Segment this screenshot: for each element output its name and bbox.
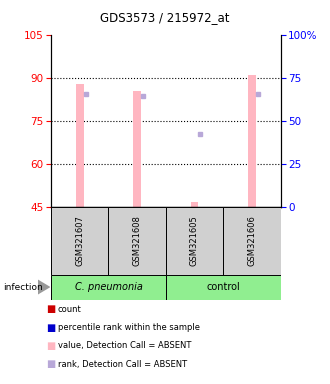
Bar <box>76 84 83 207</box>
Text: GSM321606: GSM321606 <box>247 215 256 266</box>
Text: GSM321607: GSM321607 <box>75 215 84 266</box>
Bar <box>223 207 280 275</box>
Text: ■: ■ <box>47 359 56 369</box>
Bar <box>51 275 166 300</box>
Bar <box>109 207 166 275</box>
Bar <box>166 207 223 275</box>
Bar <box>166 275 280 300</box>
Bar <box>51 207 109 275</box>
Text: C. pneumonia: C. pneumonia <box>75 282 143 292</box>
Bar <box>191 202 198 207</box>
Polygon shape <box>38 280 50 295</box>
Text: ■: ■ <box>47 304 56 314</box>
Text: GDS3573 / 215972_at: GDS3573 / 215972_at <box>100 11 230 24</box>
Bar <box>133 91 141 207</box>
Text: count: count <box>58 305 82 314</box>
Text: rank, Detection Call = ABSENT: rank, Detection Call = ABSENT <box>58 360 187 369</box>
Text: percentile rank within the sample: percentile rank within the sample <box>58 323 200 332</box>
Text: ■: ■ <box>47 323 56 333</box>
Text: GSM321608: GSM321608 <box>133 215 142 266</box>
Text: value, Detection Call = ABSENT: value, Detection Call = ABSENT <box>58 341 191 351</box>
Text: GSM321605: GSM321605 <box>190 215 199 266</box>
Text: control: control <box>206 282 240 292</box>
Text: infection: infection <box>3 283 43 291</box>
Bar <box>248 75 255 207</box>
Text: ■: ■ <box>47 341 56 351</box>
